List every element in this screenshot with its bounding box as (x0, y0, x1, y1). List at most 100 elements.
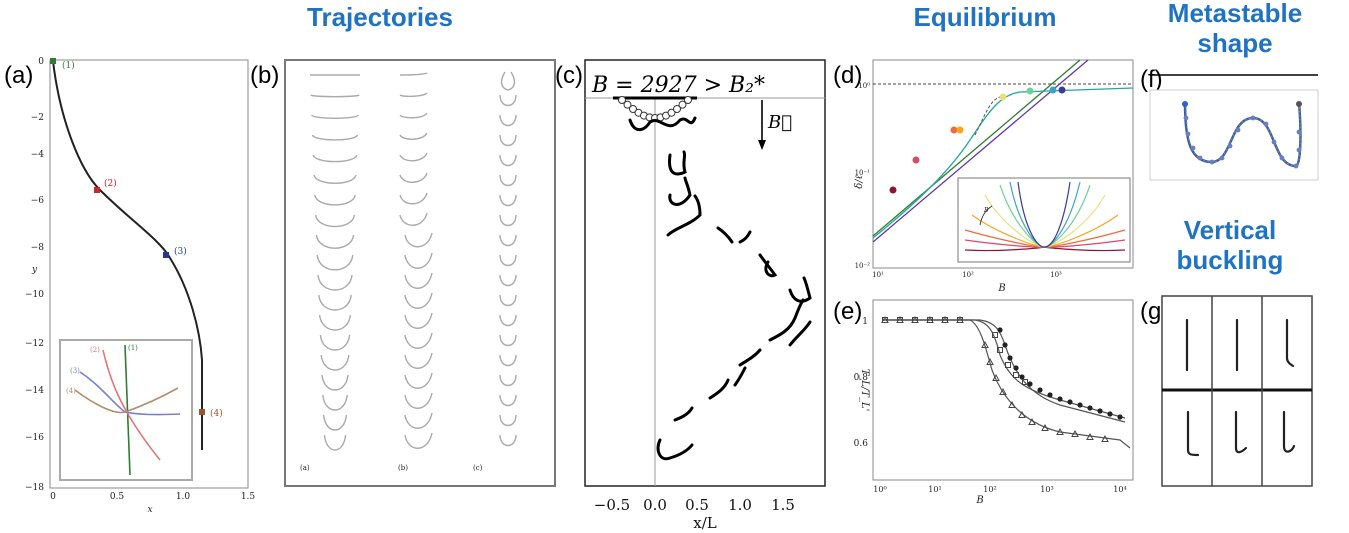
b-snapshot-a (318, 314, 352, 331)
b-snapshot-b (404, 232, 433, 248)
ytick-0: 0 (38, 57, 44, 67)
snapshot-9 (768, 298, 805, 342)
e-xtick-4: 10⁴ (1113, 485, 1126, 494)
e-markers (881, 315, 1123, 442)
e-marker-square (912, 317, 918, 323)
e-xtick-0: 10⁰ (873, 485, 886, 494)
b-snapshot-a (318, 294, 352, 311)
panel-label-d: (d) (833, 62, 863, 89)
e-marker-triangle (986, 357, 994, 365)
snapshot-4 (666, 194, 702, 237)
e-marker-circle (1087, 405, 1093, 411)
filament-bead (673, 105, 681, 113)
metastable-bead (1296, 129, 1302, 135)
e-marker-triangle (1071, 429, 1079, 437)
b-snapshot-c (499, 354, 517, 367)
gravity-arrowhead (758, 140, 766, 150)
heading-equilibrium: Equilibrium (913, 2, 1057, 32)
e-marker-square (992, 332, 998, 338)
c-xtick-4: 1.5 (771, 496, 795, 514)
d-point-1 (889, 186, 897, 194)
b-snapshot-c (499, 374, 517, 387)
b-snapshot-b (404, 412, 433, 429)
panel-b-column-2 (399, 72, 433, 449)
b-snapshot-c (499, 274, 517, 287)
b-snapshot-a (310, 114, 360, 119)
marker-3 (163, 252, 169, 258)
d-xtick-1: 10² (962, 271, 974, 279)
b-snapshot-c (499, 394, 517, 407)
snapshot-15 (656, 438, 694, 461)
metastable-bead (1271, 139, 1277, 145)
c-xtick-2: 0.5 (685, 496, 709, 514)
metastable-bead (1190, 145, 1196, 151)
ytick-1: −2 (31, 113, 44, 123)
e-marker-square (942, 317, 948, 323)
e-marker-circle (1027, 381, 1033, 387)
heading-metastable-line2: shape (1197, 28, 1273, 58)
b-snapshot-a (311, 134, 359, 141)
panel-a-frame (49, 59, 249, 489)
metastable-bead (1185, 131, 1191, 137)
panel-d-inset: B (957, 177, 1131, 263)
d-ytick-0: 10⁰ (858, 82, 870, 90)
ytick-9: −18 (25, 483, 44, 493)
panel-c: B = 2927 > B₂* B⃗ −0 (584, 59, 826, 532)
e-marker-square (1022, 379, 1028, 385)
xtick-3: 1.5 (241, 492, 256, 502)
panel-e: T_L/T_L' 1 0.8 0.6 10⁰ 10¹ 10² 10³ 10⁴ B (854, 299, 1134, 506)
snapshot-8 (788, 276, 812, 303)
e-marker-triangle (1018, 410, 1026, 418)
e-marker-triangle (999, 387, 1007, 395)
b-snapshot-c (499, 434, 517, 447)
d-xtick-2: 10³ (1050, 271, 1062, 279)
d-point-3 (950, 126, 958, 134)
b-snapshot-a (314, 214, 356, 228)
metastable-bead (1263, 121, 1269, 127)
inset-arrow-label: B (983, 207, 989, 214)
marker-1 (50, 58, 56, 64)
panel-b-column-3 (499, 71, 517, 447)
panel-b-sublabel-a: (a) (300, 464, 310, 472)
xtick-2: 1.0 (176, 492, 191, 502)
b-snapshot-a (323, 434, 347, 451)
e-marker-circle (1007, 355, 1013, 361)
panel-b-sublabel-c: (c) (473, 464, 483, 472)
e-curve-squares (882, 319, 1126, 419)
c-xtick-1: 0.0 (643, 496, 667, 514)
b-snapshot-c (499, 174, 517, 187)
panel-a: 0 −2 −4 −6 −8 −10 −12 −14 −16 −18 y 0 0.… (25, 57, 255, 515)
snapshot-7 (758, 253, 778, 278)
e-marker-circle (1002, 342, 1008, 348)
panel-b-frame (284, 59, 556, 487)
d-point-6 (1026, 87, 1034, 95)
ytick-5: −10 (25, 290, 44, 300)
e-marker-square (897, 317, 903, 323)
panel-b-column-1 (309, 74, 360, 451)
metastable-bead (1183, 115, 1189, 121)
b-snapshot-b (404, 252, 433, 269)
g-filament-4 (1186, 410, 1200, 457)
b-snapshot-b (404, 392, 433, 409)
panel-d-ylabel: δ/ℓ (854, 175, 865, 189)
b-snapshot-b (399, 112, 428, 119)
b-snapshot-b (404, 312, 433, 329)
d-point-8 (1058, 86, 1066, 94)
filament-bead (629, 105, 637, 113)
panel-label-b: (b) (250, 62, 280, 89)
metastable-bead (1293, 163, 1299, 169)
e-marker-square (1013, 372, 1019, 378)
marker-4 (199, 409, 205, 415)
e-marker-circle (1107, 411, 1113, 417)
filament-beads (618, 96, 692, 122)
b-snapshot-a (322, 394, 348, 411)
ytick-8: −16 (25, 433, 44, 443)
metastable-bead (1219, 155, 1225, 161)
b-snapshot-b (404, 292, 433, 309)
d-curve-dashed (974, 96, 1001, 136)
e-marker-circle (1097, 408, 1103, 414)
filament-bead (667, 108, 676, 117)
b-snapshot-b (404, 372, 433, 389)
e-marker-triangle (1028, 417, 1036, 425)
